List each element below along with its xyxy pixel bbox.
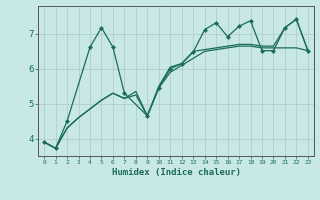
X-axis label: Humidex (Indice chaleur): Humidex (Indice chaleur) [111,168,241,177]
